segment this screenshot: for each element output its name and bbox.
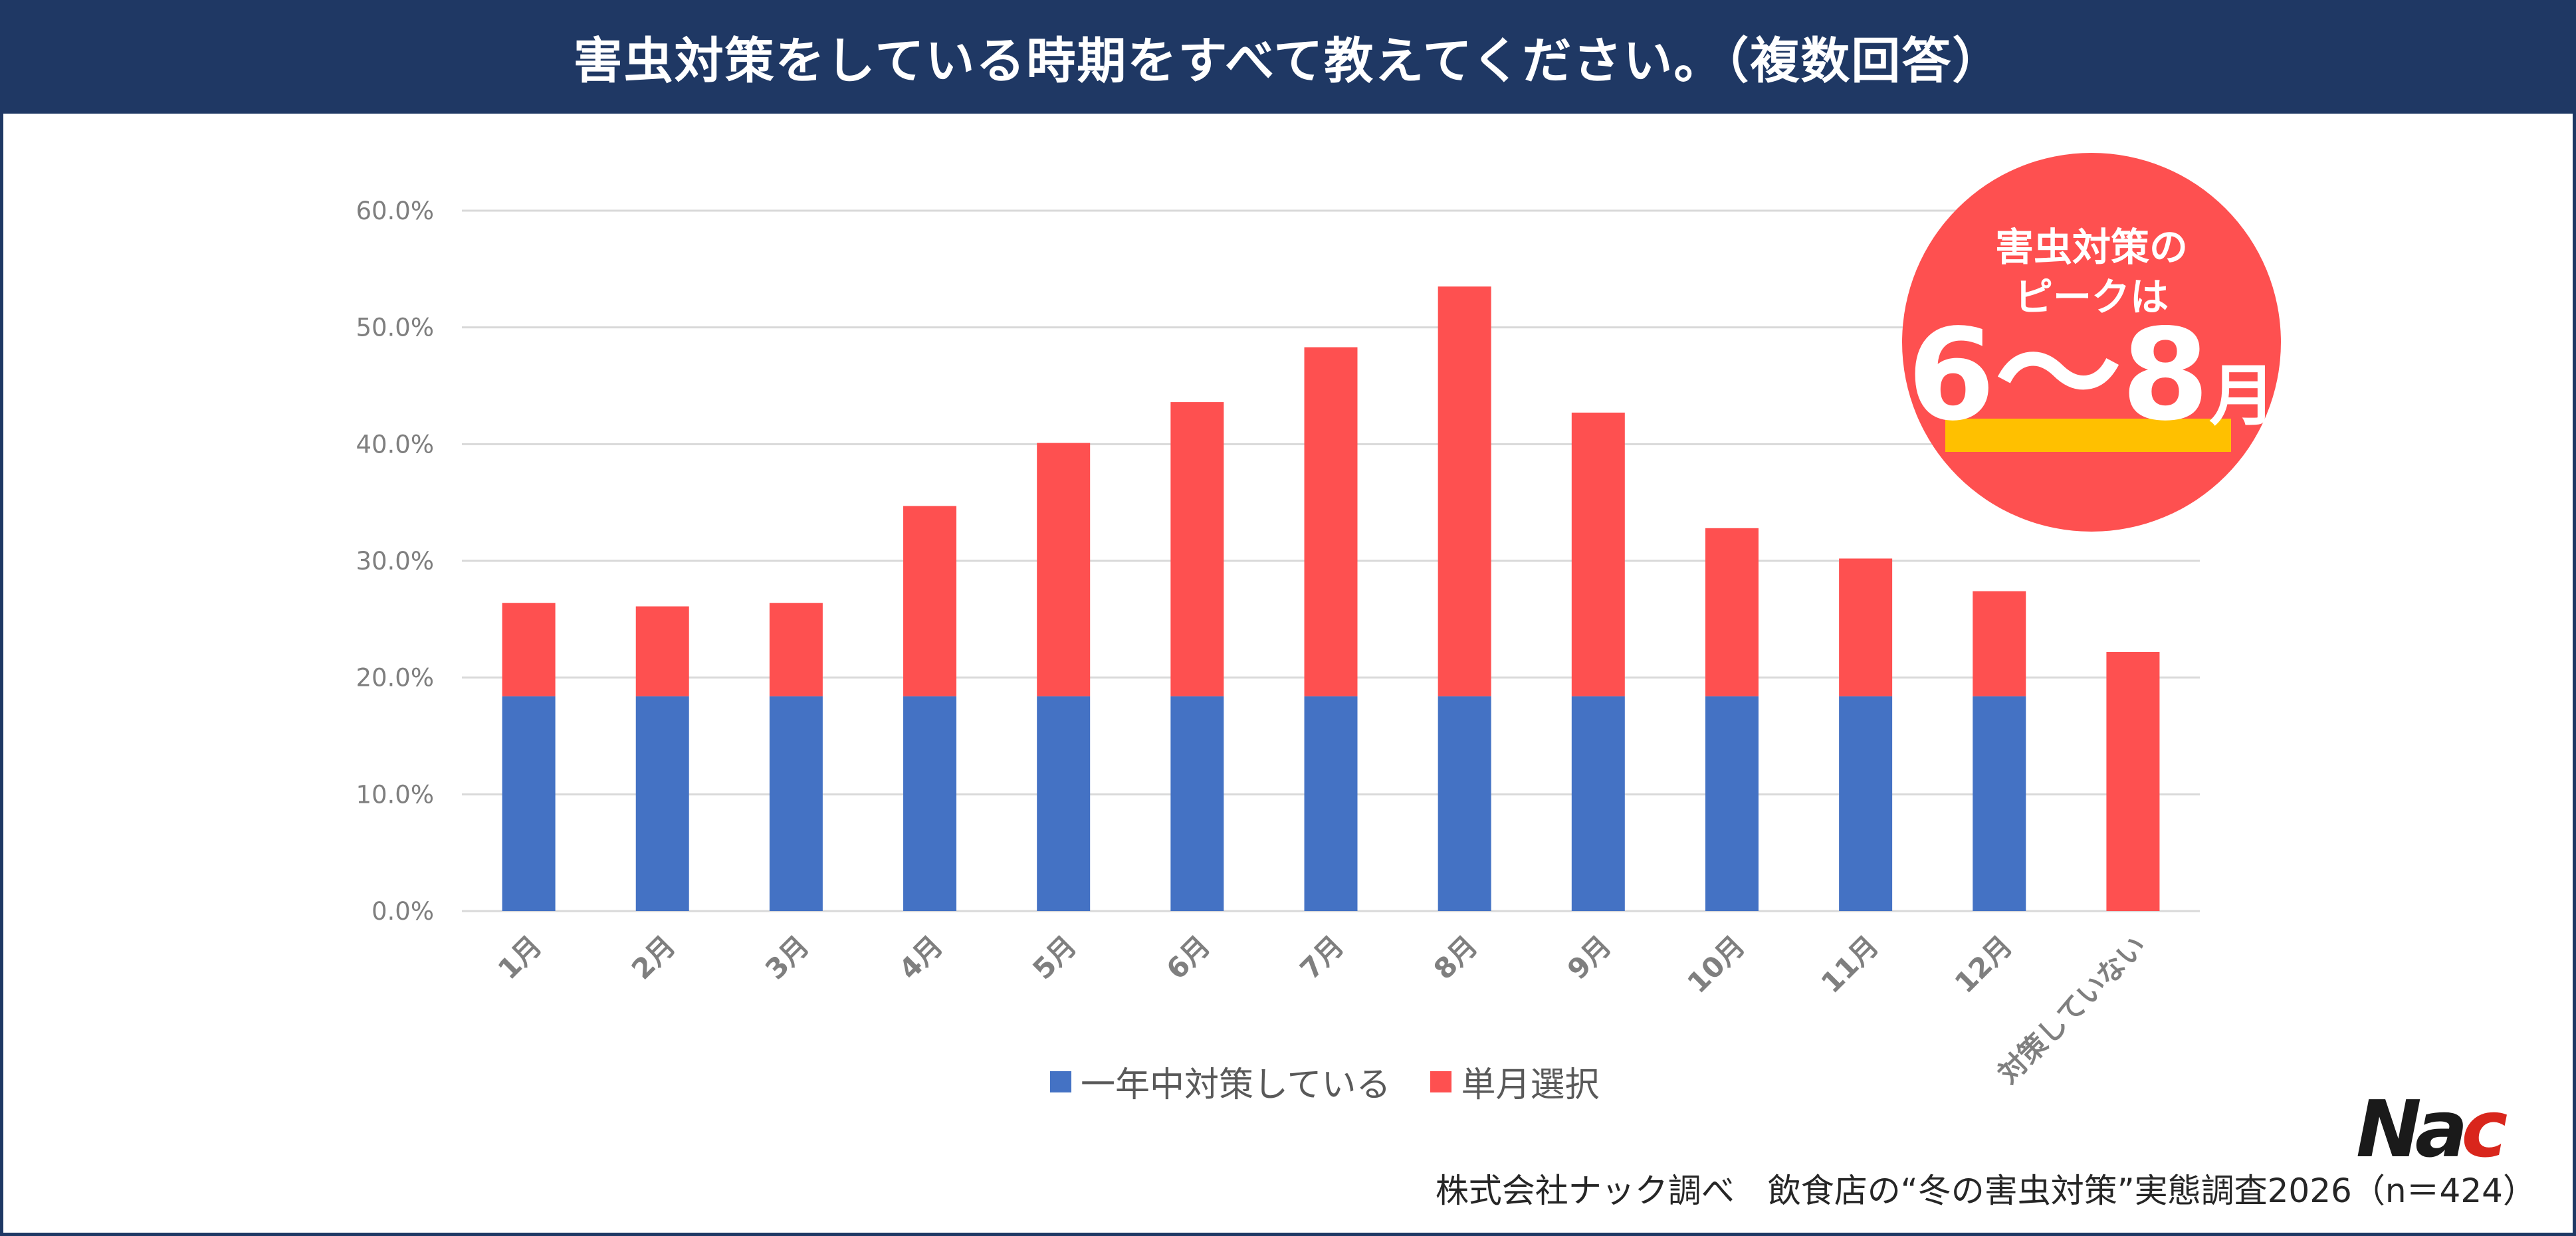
y-tick-label: 20.0%: [356, 664, 434, 692]
bar-year-round: [1571, 696, 1625, 911]
bar-single-month: [1438, 286, 1491, 696]
bar-single-month: [1705, 528, 1759, 696]
legend-swatch-year-round: [1050, 1071, 1071, 1092]
bar-single-month: [1973, 591, 2026, 696]
x-tick-label: 6月: [1160, 929, 1216, 985]
bar-single-month: [1839, 558, 1893, 696]
badge-peak-value: 6〜8月: [1902, 312, 2281, 439]
legend-item-single-month: 単月選択: [1430, 1057, 1599, 1106]
x-tick-label: 11月: [1815, 929, 1885, 999]
badge-line1: 害虫対策の: [1994, 225, 2188, 270]
y-tick-label: 60.0%: [356, 197, 434, 225]
x-tick-label: 3月: [759, 929, 815, 985]
x-tick-label: 12月: [1949, 929, 2019, 999]
bar-single-month: [1571, 412, 1625, 696]
bar-year-round: [903, 696, 957, 911]
bar-year-round: [1973, 696, 2026, 911]
logo-text-na: Na: [2356, 1083, 2468, 1175]
bar-single-month: [1037, 443, 1091, 696]
y-tick-label: 40.0%: [356, 430, 434, 459]
bar-year-round: [1438, 696, 1491, 911]
x-tick-label: 4月: [893, 929, 949, 985]
y-tick-label: 30.0%: [356, 547, 434, 575]
legend-swatch-single-month: [1430, 1071, 1452, 1092]
nac-logo: Nac: [2356, 1083, 2508, 1175]
badge-peak-number: 6〜8: [1907, 302, 2210, 449]
bar-single-month: [502, 603, 556, 696]
header-banner: 害虫対策をしている時期をすべて教えてください。（複数回答）: [0, 0, 2576, 114]
bar-year-round: [1839, 696, 1893, 911]
bar-year-round: [1304, 696, 1358, 911]
bar-single-month: [2106, 652, 2160, 911]
bar-year-round: [769, 696, 823, 911]
peak-badge: 害虫対策の ピークは 6〜8月: [1902, 153, 2281, 532]
x-tick-label: 10月: [1681, 929, 1751, 999]
y-tick-label: 10.0%: [356, 780, 434, 809]
bar-single-month: [635, 606, 689, 696]
bar-year-round: [1170, 696, 1224, 911]
x-tick-label: 2月: [625, 929, 682, 985]
x-tick-label: 1月: [492, 929, 548, 985]
chart-legend: 一年中対策している 単月選択: [1050, 1057, 1639, 1106]
legend-label-single-month: 単月選択: [1461, 1065, 1600, 1105]
badge-peak-unit: 月: [2209, 357, 2276, 435]
x-tick-label: 7月: [1294, 929, 1350, 985]
legend-item-year-round: 一年中対策している: [1050, 1057, 1390, 1106]
bar-single-month: [769, 603, 823, 696]
bar-year-round: [1037, 696, 1091, 911]
bar-year-round: [635, 696, 689, 911]
bar-year-round: [1705, 696, 1759, 911]
x-tick-label: 5月: [1026, 929, 1083, 985]
badge-highlight-bar: [1945, 419, 2231, 452]
bar-single-month: [1304, 347, 1358, 696]
bar-year-round: [502, 696, 556, 911]
y-tick-label: 0.0%: [372, 897, 434, 926]
logo-text-c: c: [2461, 1083, 2508, 1175]
bar-single-month: [1170, 402, 1224, 696]
y-tick-label: 50.0%: [356, 314, 434, 342]
x-tick-label: 8月: [1428, 929, 1484, 985]
source-note: 株式会社ナック調べ 飲食店の“冬の害虫対策”実態調査2026（n＝424）: [1435, 1172, 2536, 1210]
page-title: 害虫対策をしている時期をすべて教えてください。（複数回答）: [573, 33, 2003, 90]
bar-single-month: [903, 506, 957, 696]
badge-line2: ピークは: [2014, 274, 2169, 320]
x-tick-label: 9月: [1561, 929, 1618, 985]
legend-label-year-round: 一年中対策している: [1081, 1065, 1391, 1105]
